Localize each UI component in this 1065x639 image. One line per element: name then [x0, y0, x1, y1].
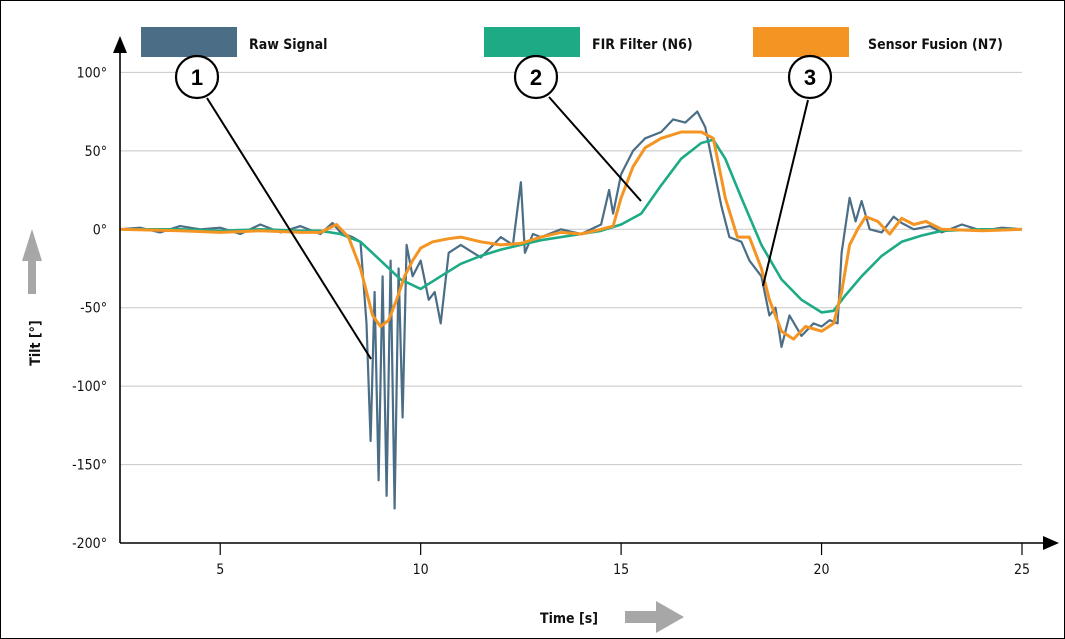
axes — [113, 36, 1059, 550]
callout-number: 1 — [191, 65, 203, 90]
series-line-fir-filter-n6 — [120, 138, 1022, 314]
callout-circle — [513, 54, 559, 100]
legend: Raw Signal FIR Filter (N6) Sensor Fusion (… — [141, 27, 1003, 57]
legend-label: Sensor Fusion (N7) — [868, 37, 1003, 53]
grid-lines — [120, 71, 1022, 466]
y-tick-label: 100° — [77, 65, 107, 81]
x-tick-label: 15 — [613, 562, 629, 578]
callout-leader-line — [206, 97, 372, 360]
callout-leader-line — [548, 96, 642, 202]
y-tick-label: -200° — [72, 536, 107, 552]
legend-label: FIR Filter (N6) — [592, 37, 693, 53]
x-tick-label: 20 — [814, 562, 830, 578]
x-direction-arrow-icon — [625, 601, 684, 633]
legend-label: Raw Signal — [249, 37, 327, 53]
legend-swatch — [484, 27, 580, 57]
callouts: 1 2 3 — [174, 54, 833, 360]
x-axis-title: Time [s] — [540, 611, 598, 627]
x-tick-label: 5 — [216, 562, 224, 578]
series-line-raw-signal — [119, 110, 1023, 510]
legend-swatch — [141, 27, 237, 57]
x-axis-arrowhead — [1043, 536, 1059, 550]
y-tick-label: -50° — [80, 301, 107, 317]
y-tick-label: -150° — [72, 458, 107, 474]
y-tick-label: 50° — [85, 144, 107, 160]
callout-number: 2 — [530, 65, 542, 90]
series-lines — [119, 110, 1023, 510]
y-tick-label: 0° — [93, 222, 107, 238]
y-tick-labels: 100° 50° 0° -50° -100° -150° -200° — [72, 65, 107, 552]
series-line-sensor-fusion-n7 — [119, 130, 1023, 341]
callout-number: 3 — [804, 65, 816, 90]
y-tick-label: -100° — [72, 379, 107, 395]
y-axis-title: Tilt [°] — [28, 320, 44, 365]
x-tick-labels: 5 10 15 20 25 — [216, 543, 1030, 578]
y-direction-arrow-icon — [22, 229, 42, 294]
callout-circle — [174, 54, 220, 100]
x-tick-label: 25 — [1014, 562, 1030, 578]
callout-leader-line — [762, 99, 809, 287]
y-axis-arrowhead — [113, 36, 127, 53]
x-tick-label: 10 — [413, 562, 429, 578]
callout-circle — [787, 54, 833, 100]
legend-swatch — [753, 27, 849, 57]
